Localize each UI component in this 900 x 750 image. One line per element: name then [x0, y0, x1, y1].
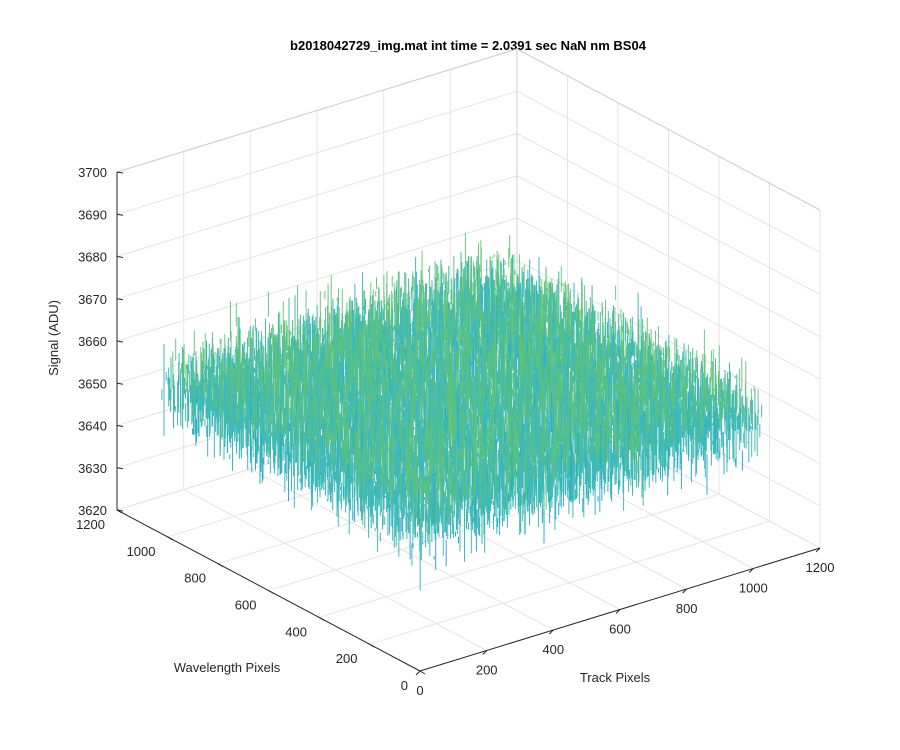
grid-line — [318, 493, 720, 618]
axes — [116, 171, 821, 676]
grid-line — [369, 520, 770, 645]
grid-line — [516, 90, 821, 253]
y-tick-label: 600 — [235, 598, 257, 613]
z-tick-label: 3670 — [78, 292, 107, 307]
grid-line — [116, 133, 518, 257]
x-tick-label: 200 — [476, 663, 498, 678]
z-tick — [116, 340, 124, 343]
z-tick — [116, 509, 124, 512]
z-tick — [116, 213, 124, 216]
x-tick-label: 1000 — [739, 581, 768, 596]
z-tick-label: 3630 — [78, 461, 107, 476]
y-tick-label: 1200 — [76, 517, 105, 532]
z-tick — [116, 425, 124, 427]
x-tick-label: 400 — [542, 642, 564, 657]
y-tick — [419, 670, 426, 675]
surface-plot — [161, 232, 763, 591]
y-tick — [217, 563, 224, 568]
x-tick-label: 600 — [609, 622, 631, 637]
z-tick — [116, 298, 124, 301]
x-tick-label: 0 — [416, 683, 423, 698]
surface-strokes — [172, 232, 759, 545]
chart-title: b2018042729_img.mat int time = 2.0391 se… — [290, 38, 647, 53]
z-tick — [116, 382, 124, 385]
box-edge — [116, 48, 518, 173]
y-tick-label: 800 — [184, 571, 206, 586]
y-tick — [268, 590, 274, 594]
y-tick-label: 1000 — [127, 544, 156, 559]
z-axis-label: Signal (ADU) — [46, 300, 61, 376]
x-axis-label: Track Pixels — [580, 670, 651, 685]
z-tick-label: 3620 — [78, 503, 107, 518]
grid-line — [516, 175, 821, 338]
box-edge — [516, 48, 821, 211]
z-tick-label: 3700 — [78, 165, 107, 180]
y-axis-label: Wavelength Pixels — [174, 660, 281, 675]
x-tick — [815, 547, 821, 553]
grid-line — [516, 217, 821, 380]
x-tick — [615, 609, 621, 614]
z-tick-label: 3680 — [78, 250, 107, 265]
y-tick — [369, 643, 375, 648]
grid-line — [116, 175, 518, 300]
z-tick-label: 3640 — [78, 419, 107, 434]
z-tick-label: 3650 — [78, 376, 107, 391]
y-tick-label: 400 — [285, 624, 307, 639]
y-tick — [318, 616, 325, 621]
x-tick — [548, 629, 554, 635]
x-tick-labels: 0 200 400 600 800 1000 1200 — [416, 560, 834, 698]
y-tick-label: 200 — [336, 651, 358, 666]
grid-line — [116, 90, 518, 215]
x-tick — [748, 568, 754, 573]
x-tick-label: 800 — [676, 601, 698, 616]
z-tick-labels: 3620 3630 3640 3650 3660 3670 3680 3690 3700 — [78, 165, 107, 518]
z-tick — [116, 256, 124, 258]
z-tick — [116, 171, 124, 174]
z-tick-label: 3660 — [78, 334, 107, 349]
y-tick-label: 0 — [401, 678, 408, 693]
z-tick — [116, 467, 124, 470]
y-tick — [167, 536, 173, 541]
y-tick-labels: 0 200 400 600 800 1000 1200 — [76, 517, 408, 693]
z-tick-label: 3690 — [78, 207, 107, 222]
x-tick — [482, 650, 488, 655]
grid-line — [116, 217, 518, 342]
x-tick — [682, 588, 688, 594]
x-tick-label: 1200 — [806, 560, 835, 575]
grid-line — [516, 133, 821, 295]
x-tick — [415, 670, 421, 676]
